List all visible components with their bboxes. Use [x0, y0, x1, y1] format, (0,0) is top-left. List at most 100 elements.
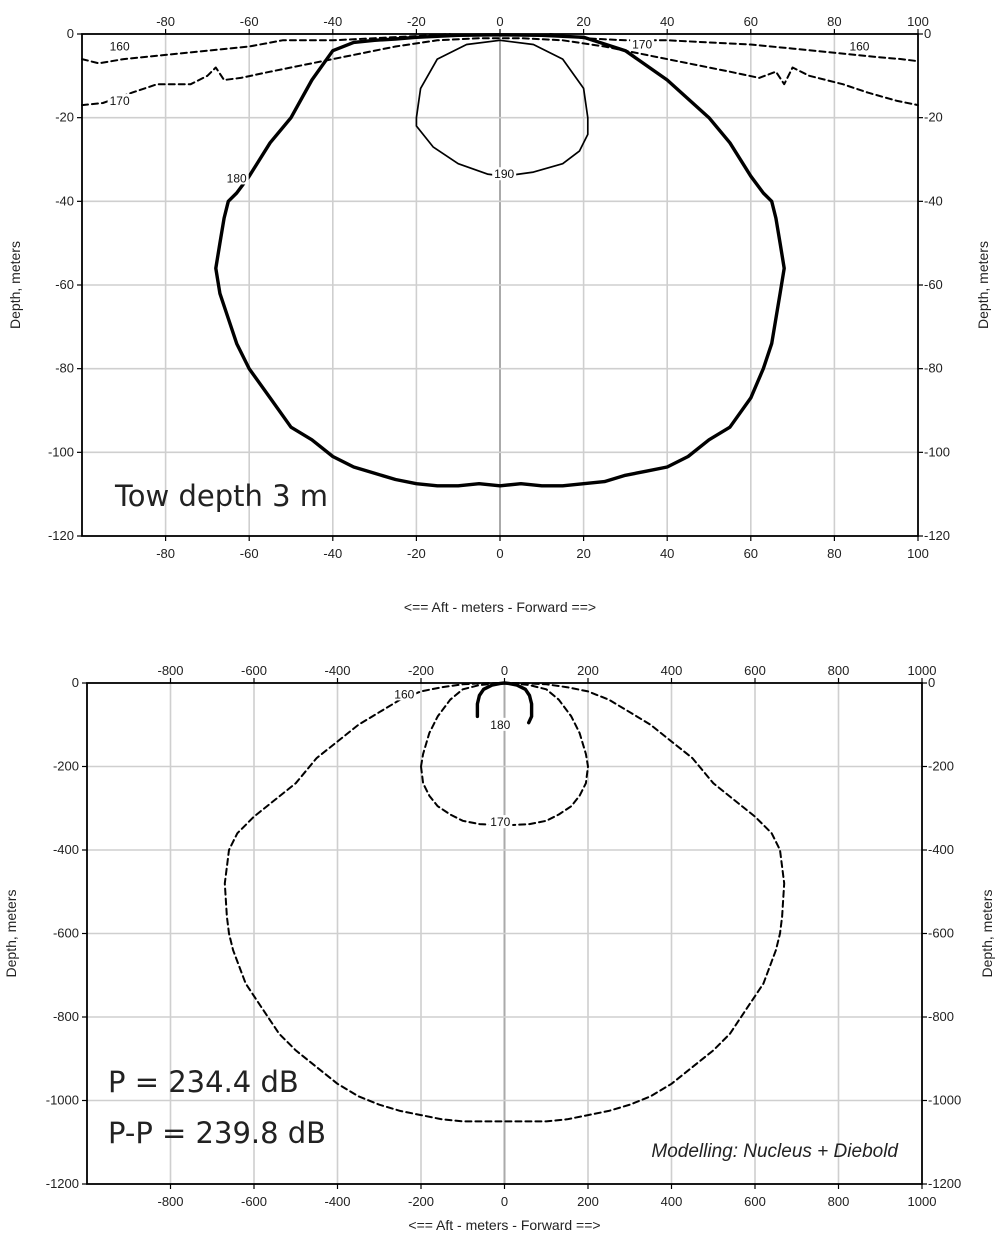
y-tick-label-right: -60	[924, 277, 943, 292]
contour-label-bg	[847, 39, 872, 53]
x-tick-label-bottom: 20	[576, 546, 590, 561]
x-tick-label-top: 800	[828, 663, 850, 678]
y-tick-label-left: -40	[55, 193, 74, 208]
x-tick-label-top: -400	[324, 663, 350, 678]
y-tick-label-right: -800	[928, 1009, 954, 1024]
x-tick-label-bottom: -600	[241, 1194, 267, 1209]
chart-top-tow-depth: -80 -80 -60 -60 -40 -40 -20 -20 0 0 20 20 40 40 60 60 80…	[7, 14, 991, 615]
x-tick-label-bottom: -40	[323, 546, 342, 561]
x-tick-label-bottom: -200	[408, 1194, 434, 1209]
x-tick-label-top: 100	[907, 14, 929, 29]
contour-label-bg	[107, 39, 132, 53]
contour-line-solid-thick	[214, 33, 786, 488]
x-tick-label-bottom: -20	[407, 546, 426, 561]
grid	[87, 683, 922, 1184]
tick-labels: -80 -80 -60 -60 -40 -40 -20 -20 0 0 20 20 40 40 60 60 80…	[48, 14, 950, 561]
contour-label: 160	[394, 687, 414, 701]
tick-labels: -800 -800 -600 -600 -400 -400 -200 -200 0 0 200 200…	[46, 663, 962, 1209]
annotation-peak-level: P = 234.4 dB	[108, 1065, 299, 1099]
x-tick-label-bottom: -800	[157, 1194, 183, 1209]
x-tick-label-bottom: 80	[827, 546, 841, 561]
y-tick-label-left: -200	[53, 759, 79, 774]
y-axis-label-left: Depth, meters	[3, 890, 19, 978]
contour-line-dashed	[81, 33, 451, 65]
y-tick-label-right: -100	[924, 444, 950, 459]
y-tick-label-left: -400	[53, 842, 79, 857]
y-tick-label-right: 0	[928, 675, 935, 690]
y-tick-label-right: -400	[928, 842, 954, 857]
contour-label-bg	[107, 94, 132, 108]
x-tick-label-bottom: 200	[577, 1194, 599, 1209]
x-tick-label-bottom: 0	[501, 1194, 508, 1209]
contour-label: 170	[110, 94, 130, 108]
contour-label: 170	[490, 815, 510, 829]
x-tick-label-top: 0	[496, 14, 503, 29]
x-tick-label-top: -20	[407, 14, 426, 29]
y-tick-label-left: 0	[72, 675, 79, 690]
x-tick-label-bottom: 40	[660, 546, 674, 561]
y-tick-label-left: -600	[53, 926, 79, 941]
y-tick-label-right: 0	[924, 26, 931, 41]
x-tick-label-bottom: 1000	[908, 1194, 937, 1209]
contour-label-bg	[224, 171, 249, 185]
annotation-peak-to-peak-level: P-P = 239.8 dB	[108, 1116, 326, 1150]
x-tick-label-top: 200	[577, 663, 599, 678]
x-tick-label-top: 400	[661, 663, 683, 678]
contour-label-bg	[630, 37, 655, 51]
x-tick-label-top: -40	[323, 14, 342, 29]
y-tick-label-left: -80	[55, 361, 74, 376]
y-tick-label-left: -1200	[46, 1176, 79, 1191]
y-tick-label-right: -40	[924, 193, 943, 208]
x-tick-label-top: 60	[744, 14, 758, 29]
y-tick-label-left: -20	[55, 110, 74, 125]
x-tick-label-top: 20	[576, 14, 590, 29]
y-tick-label-right: -80	[924, 361, 943, 376]
x-axis-label: <== Aft - meters - Forward ==>	[408, 1217, 600, 1233]
x-tick-label-top: -800	[157, 663, 183, 678]
x-tick-label-top: 40	[660, 14, 674, 29]
contour-label: 190	[494, 167, 514, 181]
contour-line-dashed	[549, 33, 919, 63]
x-tick-label-bottom: 0	[496, 546, 503, 561]
contour-label: 170	[632, 38, 652, 52]
contour-label-bg	[392, 687, 417, 701]
contour-label-bg	[488, 815, 513, 829]
contour-labels: 160 160 170 170 180 190	[107, 37, 872, 185]
contour-label: 180	[490, 718, 510, 732]
y-tick-label-right: -600	[928, 926, 954, 941]
y-tick-label-left: -100	[48, 444, 74, 459]
y-axis-label-right: Depth, meters	[979, 890, 995, 978]
x-tick-label-bottom: 100	[907, 546, 929, 561]
x-tick-label-top: -200	[408, 663, 434, 678]
contour-label: 180	[227, 171, 247, 185]
x-tick-label-top: 600	[744, 663, 766, 678]
x-tick-label-top: -60	[240, 14, 259, 29]
x-tick-label-top: -80	[156, 14, 175, 29]
x-tick-label-bottom: 400	[661, 1194, 683, 1209]
y-axis-label-right: Depth, meters	[975, 241, 991, 329]
contour-line-dashed	[420, 682, 589, 826]
x-tick-label-bottom: -60	[240, 546, 259, 561]
x-axis-label: <== Aft - meters - Forward ==>	[404, 599, 596, 615]
x-tick-label-top: 80	[827, 14, 841, 29]
y-tick-label-left: -800	[53, 1009, 79, 1024]
x-tick-label-bottom: 60	[744, 546, 758, 561]
x-tick-label-bottom: 600	[744, 1194, 766, 1209]
y-tick-label-left: -120	[48, 528, 74, 543]
y-tick-label-right: -120	[924, 528, 950, 543]
y-tick-label-right: -200	[928, 759, 954, 774]
chart-bottom-modelling: -800 -800 -600 -600 -400 -400 -200 -200 0 0 200 200…	[3, 663, 995, 1233]
contour-label: 160	[849, 40, 869, 54]
contour-line-solid-thin	[415, 39, 589, 178]
annotation-tow-depth: Tow depth 3 m	[114, 479, 328, 513]
y-axis-label-left: Depth, meters	[7, 241, 23, 329]
x-tick-label-bottom: 800	[828, 1194, 850, 1209]
y-tick-label-left: 0	[67, 26, 74, 41]
x-tick-label-top: 1000	[908, 663, 937, 678]
series-group	[81, 33, 919, 488]
contour-label-bg	[492, 167, 517, 181]
y-tick-label-left: -60	[55, 277, 74, 292]
x-tick-label-bottom: -80	[156, 546, 175, 561]
y-tick-label-left: -1000	[46, 1093, 79, 1108]
